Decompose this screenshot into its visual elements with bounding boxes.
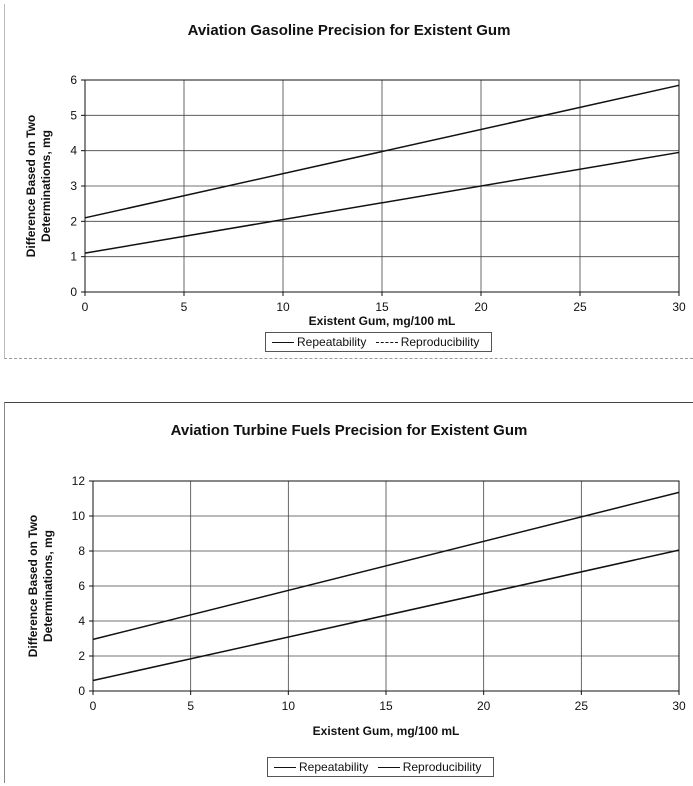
x-tick-label: 20 xyxy=(474,300,488,314)
y-axis-label: Difference Based on Two xyxy=(26,515,40,657)
y-tick-label: 2 xyxy=(78,649,85,663)
x-tick-label: 5 xyxy=(181,300,188,314)
chart-legend: Repeatability Reproducibility xyxy=(267,757,495,777)
series-line-repeatability xyxy=(84,151,680,254)
x-tick-label: 0 xyxy=(90,699,97,713)
chart-title: Aviation Gasoline Precision for Existent… xyxy=(187,22,511,39)
x-tick-label: 25 xyxy=(573,300,587,314)
y-axis-label: Determinations, mg xyxy=(41,530,55,642)
x-tick-label: 15 xyxy=(379,699,393,713)
x-tick-label: 10 xyxy=(276,300,290,314)
x-axis-label: Existent Gum, mg/100 mL xyxy=(313,724,460,738)
y-tick-label: 3 xyxy=(70,179,77,193)
series-line-reproducibility xyxy=(92,491,680,641)
chart-plot-turbine: 0 2 4 6 8 10 12 0 5 10 15 20 25 30 Existent Gum, mg/10… xyxy=(26,474,686,738)
legend-label: Repeatability xyxy=(297,335,367,349)
legend-item-reproducibility: Reproducibility xyxy=(377,760,482,774)
x-tick-label: 20 xyxy=(477,699,491,713)
legend-swatch xyxy=(375,342,398,344)
series-line-repeatability xyxy=(92,549,680,682)
x-tick-label: 25 xyxy=(575,699,589,713)
legend-label: Repeatability xyxy=(299,760,369,774)
x-tick-label: 30 xyxy=(672,300,686,314)
legend-label: Reproducibility xyxy=(402,760,482,774)
series-line-reproducibility xyxy=(84,84,680,219)
x-tick-label: 10 xyxy=(282,699,296,713)
legend-swatch xyxy=(272,342,294,344)
y-tick-label: 12 xyxy=(72,474,86,488)
y-tick-label: 1 xyxy=(70,250,77,264)
chart-panel-turbine: Aviation Turbine Fuels Precision for Exi… xyxy=(4,402,693,783)
x-tick-label: 30 xyxy=(672,699,686,713)
chart-legend: Repeatability Reproducibility xyxy=(265,332,493,352)
y-tick-label: 6 xyxy=(78,579,85,593)
chart-panel-gasoline: Aviation Gasoline Precision for Existent… xyxy=(4,4,693,359)
legend-swatch xyxy=(377,767,400,769)
legend-item-repeatability: Repeatability xyxy=(274,760,368,774)
x-axis-label: Existent Gum, mg/100 mL xyxy=(309,314,456,328)
x-tick-label: 5 xyxy=(187,699,194,713)
y-tick-label: 10 xyxy=(72,509,86,523)
y-tick-label: 0 xyxy=(78,684,85,698)
y-tick-label: 4 xyxy=(70,144,77,158)
y-tick-label: 2 xyxy=(70,214,77,228)
y-tick-label: 5 xyxy=(70,108,77,122)
y-tick-label: 4 xyxy=(78,614,85,628)
legend-swatch xyxy=(274,767,296,769)
y-axis-label: Determinations, mg xyxy=(39,130,53,242)
chart-title: Aviation Turbine Fuels Precision for Exi… xyxy=(170,422,528,439)
y-tick-label: 8 xyxy=(78,544,85,558)
y-tick-label: 0 xyxy=(70,285,77,299)
legend-label: Reproducibility xyxy=(400,335,480,349)
y-axis-label: Difference Based on Two xyxy=(24,115,38,257)
x-tick-label: 15 xyxy=(375,300,389,314)
legend-item-repeatability: Repeatability xyxy=(272,335,366,349)
x-tick-label: 0 xyxy=(82,300,89,314)
legend-item-reproducibility: Reproducibility xyxy=(375,335,480,349)
y-tick-label: 6 xyxy=(70,73,77,87)
chart-plot-gasoline: 0 1 2 3 4 5 6 0 5 10 15 20 25 30 Existent Gum, mg/100 … xyxy=(24,73,686,328)
